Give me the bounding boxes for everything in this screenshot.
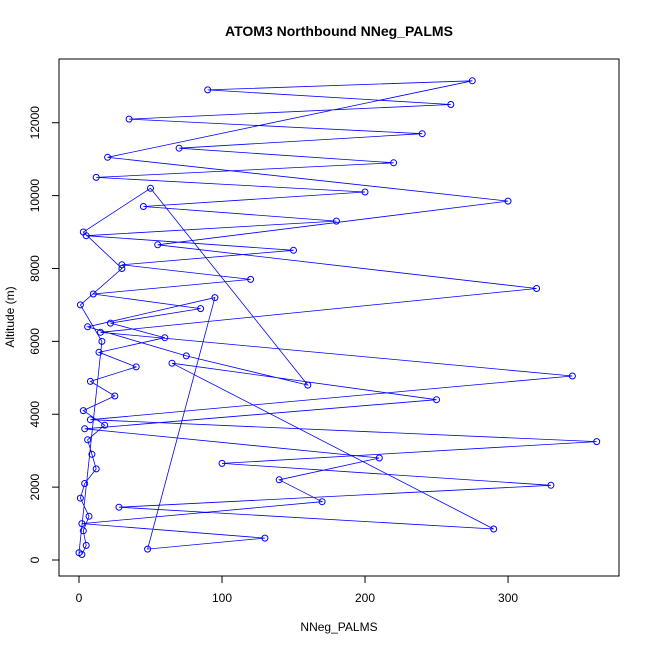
data-point — [218, 459, 226, 467]
data-point — [97, 328, 104, 336]
data-point — [76, 494, 84, 502]
y-tick-label: 2000 — [28, 473, 42, 500]
data-point — [547, 481, 555, 489]
data-point — [211, 294, 219, 302]
y-tick-label: 4000 — [28, 401, 42, 428]
data-point — [79, 527, 87, 535]
data-point — [361, 188, 369, 196]
data-point — [84, 436, 92, 444]
x-axis-label: NNeg_PALMS — [300, 620, 377, 634]
data-point — [204, 86, 212, 94]
data-point — [533, 285, 541, 292]
plot-area-marks — [75, 77, 601, 558]
data-point — [78, 520, 86, 528]
series-line — [78, 80, 597, 555]
data-point — [247, 275, 255, 283]
data-point — [182, 352, 190, 360]
data-point — [88, 450, 96, 458]
data-point — [390, 159, 398, 167]
data-point — [468, 77, 476, 85]
y-tick-label: 0 — [28, 556, 42, 563]
x-tick-label: 0 — [76, 591, 83, 605]
y-tick-label: 12000 — [28, 106, 42, 140]
data-point — [76, 301, 84, 309]
x-axis: 0 100 200 300 — [76, 575, 518, 605]
data-point — [118, 261, 126, 269]
data-point — [79, 228, 87, 236]
data-point — [175, 144, 183, 152]
data-point — [118, 265, 126, 272]
chart-title: ATOM3 Northbound NNeg_PALMS — [225, 23, 453, 39]
data-point — [101, 421, 109, 429]
data-point — [95, 348, 103, 356]
data-point — [332, 217, 340, 225]
data-point — [79, 407, 87, 415]
data-point — [161, 334, 169, 342]
data-point — [132, 363, 140, 371]
data-point — [304, 381, 312, 389]
data-point — [197, 305, 205, 313]
data-point — [375, 454, 383, 462]
data-point — [86, 416, 94, 424]
data-point — [275, 476, 283, 484]
data-point — [98, 337, 106, 345]
data-point — [139, 203, 147, 210]
data-point — [82, 541, 90, 549]
data-point — [568, 372, 576, 380]
data-point — [418, 130, 426, 138]
x-tick-label: 200 — [355, 591, 375, 605]
data-point — [89, 290, 97, 298]
data-point — [84, 323, 92, 331]
data-point — [168, 359, 176, 367]
x-tick-label: 100 — [212, 591, 232, 605]
data-point — [85, 512, 93, 520]
y-tick-label: 10000 — [28, 179, 42, 213]
data-point — [490, 525, 498, 533]
data-point — [144, 545, 152, 553]
data-point — [104, 153, 112, 161]
data-point — [261, 534, 269, 542]
y-tick-label: 8000 — [28, 255, 42, 282]
data-point — [86, 377, 94, 385]
y-axis-label: Altitude (m) — [3, 286, 17, 347]
data-point — [115, 503, 123, 511]
data-point — [504, 197, 512, 205]
y-tick-label: 6000 — [28, 328, 42, 355]
y-axis: 0 2000 4000 6000 8000 10000 12000 — [28, 106, 60, 563]
data-point — [318, 498, 326, 506]
data-point — [125, 115, 133, 123]
data-point — [433, 396, 440, 404]
data-point — [75, 549, 83, 557]
data-point — [154, 241, 162, 249]
data-point — [111, 392, 119, 400]
data-point — [290, 246, 297, 254]
data-point — [81, 425, 89, 433]
x-tick-label: 300 — [498, 591, 518, 605]
data-point — [81, 480, 89, 487]
data-point — [447, 101, 455, 108]
data-point — [92, 465, 100, 473]
data-point — [107, 319, 114, 327]
data-point — [147, 184, 154, 192]
data-point — [593, 438, 601, 446]
data-point — [92, 173, 100, 181]
